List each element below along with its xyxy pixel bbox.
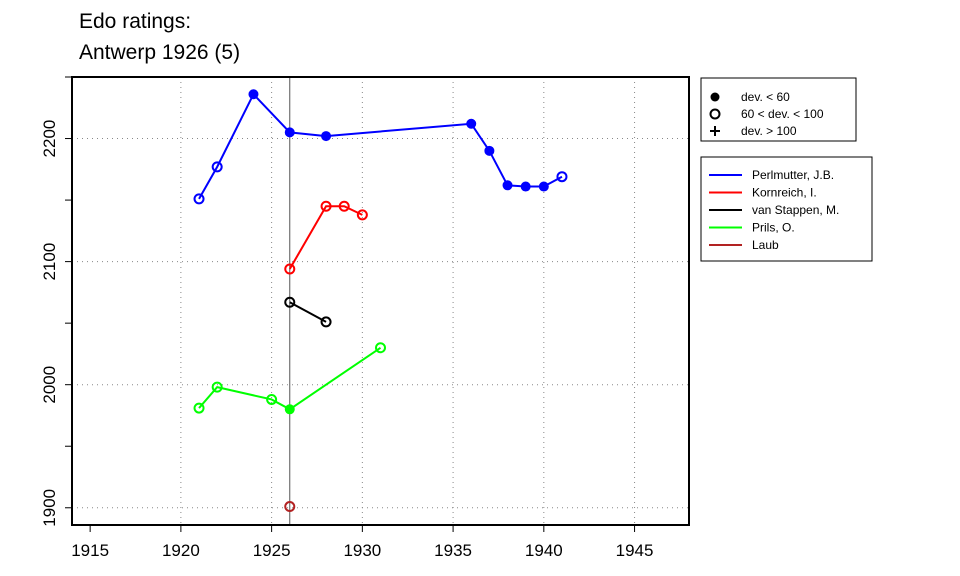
data-point xyxy=(338,200,350,212)
axes: 1915 1920 1925 1930 1935 1940 1945 1900 2000 2100… xyxy=(40,76,654,560)
grid xyxy=(72,77,689,525)
chart-subtitle: Antwerp 1926 (5) xyxy=(79,41,241,64)
data-point xyxy=(320,200,332,212)
data-point xyxy=(375,342,386,354)
legend-label-prils-o: Prils, O. xyxy=(752,221,795,235)
data-point xyxy=(520,181,531,192)
series-legend: Perlmutter, J.B. Kornreich, I. van Stappen… xyxy=(700,156,873,262)
data-point xyxy=(466,118,477,129)
data-point xyxy=(193,402,205,414)
x-tick-label: 1930 xyxy=(343,541,381,560)
data-point xyxy=(248,89,259,100)
data-point xyxy=(211,381,223,393)
deviation-legend-label: 60 < dev. < 100 xyxy=(741,107,824,121)
series-kornreich-i xyxy=(284,200,368,275)
deviation-legend: dev. < 60 60 < dev. < 100 dev. > 100 xyxy=(700,77,857,142)
deviation-legend-label: dev. < 60 xyxy=(741,90,790,104)
data-point xyxy=(538,181,549,192)
x-tick-label: 1945 xyxy=(616,541,654,560)
y-tick-label: 1900 xyxy=(40,489,59,527)
series-van-stappen-m xyxy=(284,296,332,328)
data-point xyxy=(284,263,296,275)
y-tick-label: 2100 xyxy=(40,243,59,281)
data-point xyxy=(284,501,296,513)
open-circle-icon xyxy=(709,108,721,120)
data-point xyxy=(284,296,296,308)
series-line-van-stappen-m xyxy=(289,301,327,323)
plot-frame xyxy=(71,76,690,526)
data-point xyxy=(321,131,332,142)
legend-label-perlmutter-j-b: Perlmutter, J.B. xyxy=(752,168,834,182)
x-tick-label: 1915 xyxy=(71,541,109,560)
legend-label-laub: Laub xyxy=(752,238,779,252)
x-tick-label: 1920 xyxy=(162,541,200,560)
series-layer xyxy=(193,89,568,513)
y-tick-label: 2200 xyxy=(40,120,59,158)
data-point xyxy=(320,316,332,328)
legend-label-kornreich-i: Kornreich, I. xyxy=(752,186,817,200)
y-tick-label: 2000 xyxy=(40,366,59,404)
plus-icon xyxy=(710,126,720,136)
x-tick-label: 1925 xyxy=(253,541,291,560)
series-perlmutter-j-b xyxy=(193,89,568,205)
data-point xyxy=(356,209,368,221)
data-point xyxy=(556,171,568,183)
x-tick-label: 1935 xyxy=(434,541,472,560)
deviation-legend-box xyxy=(700,77,857,142)
data-point xyxy=(284,404,295,415)
data-point xyxy=(484,145,495,156)
series-laub xyxy=(284,501,296,513)
data-point xyxy=(284,127,295,138)
legend-label-van-stappen-m: van Stappen, M. xyxy=(752,203,839,217)
series-line-prils-o xyxy=(198,346,382,411)
series-prils-o xyxy=(193,342,386,415)
chart-title: Edo ratings: xyxy=(79,10,192,33)
data-point xyxy=(502,180,513,191)
filled-circle-icon xyxy=(710,92,720,102)
deviation-legend-label: dev. > 100 xyxy=(741,124,797,138)
series-line-kornreich-i xyxy=(288,205,363,270)
x-tick-label: 1940 xyxy=(525,541,563,560)
data-point xyxy=(211,161,223,173)
data-point xyxy=(266,393,278,405)
data-point xyxy=(193,193,205,205)
